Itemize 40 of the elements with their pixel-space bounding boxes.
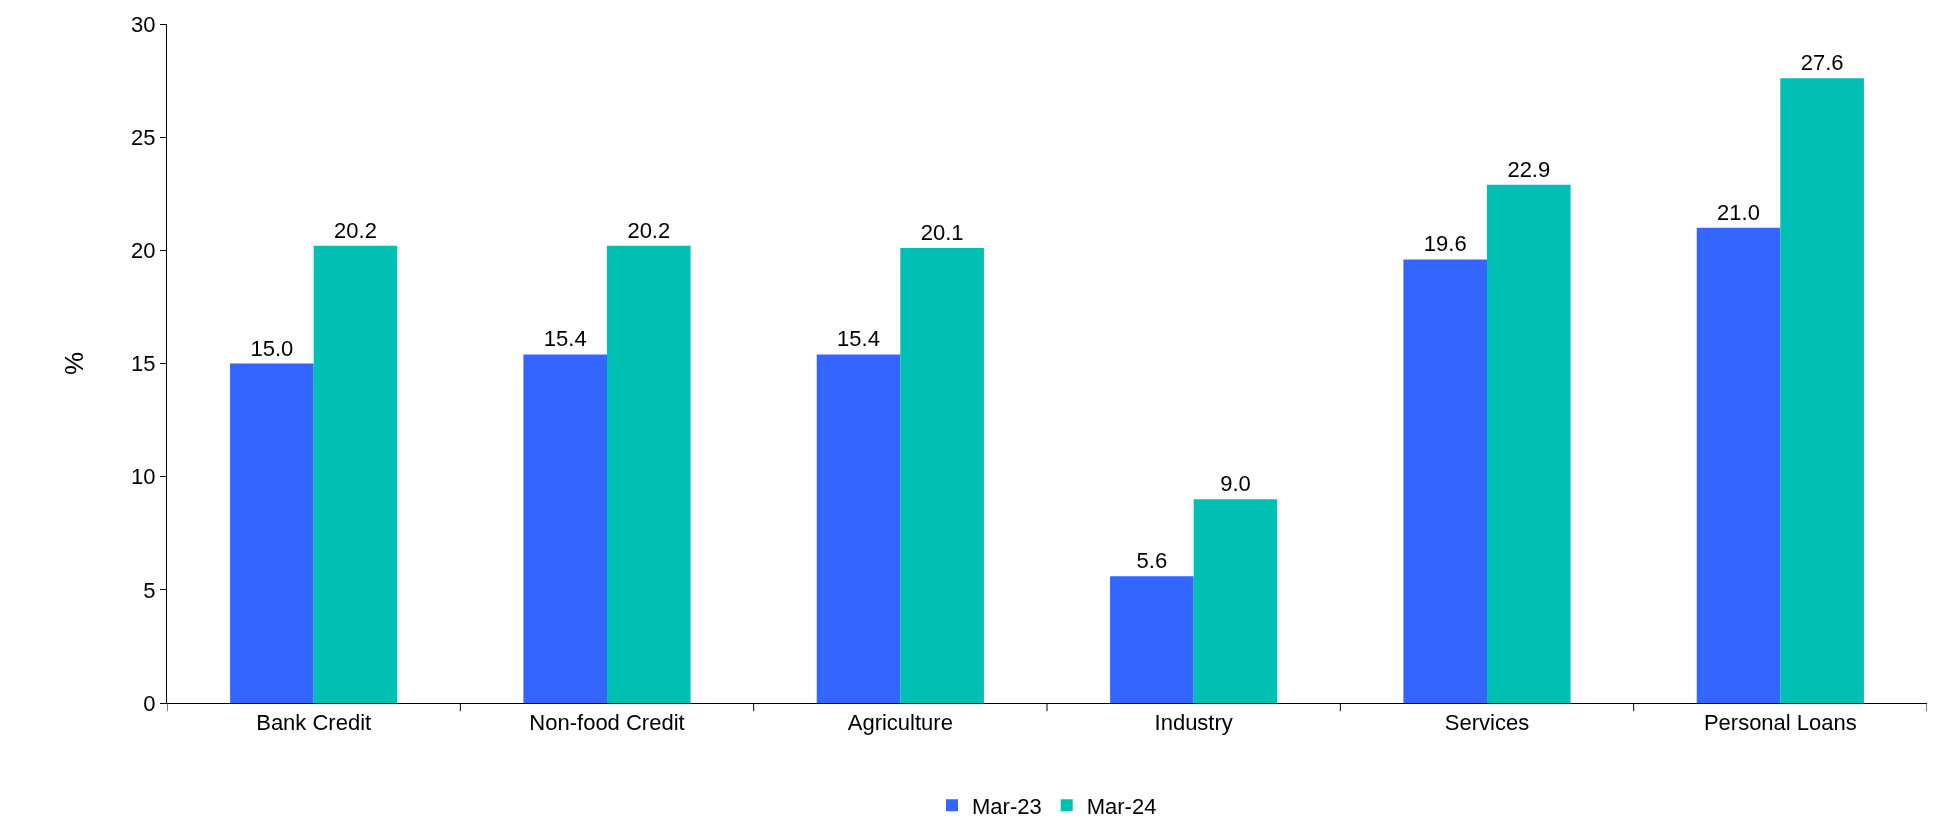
data-label: 21.0	[1717, 199, 1760, 225]
y-tick-label: 5	[143, 577, 156, 603]
y-axis-title: %	[58, 351, 89, 376]
data-label: 15.4	[837, 326, 880, 352]
x-tick-label: Industry	[1154, 710, 1233, 736]
bar	[607, 245, 691, 703]
bar	[1487, 184, 1571, 703]
data-label: 20.2	[334, 217, 377, 243]
x-tick-label: Bank Credit	[256, 710, 372, 736]
legend-label: Mar-23	[972, 793, 1042, 819]
data-label: 20.2	[627, 217, 671, 243]
data-label: 15.4	[543, 326, 587, 352]
bar	[313, 245, 398, 703]
y-tick-label: 0	[143, 690, 156, 716]
x-tick-label: Agriculture	[847, 710, 953, 736]
y-tick-label: 20	[131, 238, 156, 264]
y-tick-label: 10	[131, 464, 156, 490]
bar	[1780, 78, 1864, 703]
bar	[523, 354, 607, 703]
bar	[900, 248, 984, 703]
x-tick-label: Non-food Credit	[529, 710, 685, 736]
y-tick-label: 15	[131, 351, 156, 377]
x-tick-label: Services	[1444, 710, 1530, 736]
bar	[1696, 227, 1781, 703]
data-label: 22.9	[1507, 156, 1551, 182]
bar	[816, 354, 901, 703]
y-tick-label: 25	[131, 124, 156, 150]
bar	[1193, 499, 1278, 703]
data-label: 9.0	[1220, 471, 1251, 497]
legend-label: Mar-24	[1086, 793, 1157, 819]
bar	[230, 363, 314, 703]
data-label: 20.1	[920, 220, 964, 246]
data-label: 27.6	[1800, 50, 1844, 76]
y-tick-label: 30	[131, 11, 156, 37]
data-label: 5.6	[1136, 548, 1168, 574]
bar	[1110, 576, 1194, 703]
x-tick-label: Personal Loans	[1703, 710, 1857, 736]
data-label: 19.6	[1423, 231, 1467, 257]
bar	[1403, 259, 1487, 703]
data-label: 15.0	[250, 335, 294, 361]
